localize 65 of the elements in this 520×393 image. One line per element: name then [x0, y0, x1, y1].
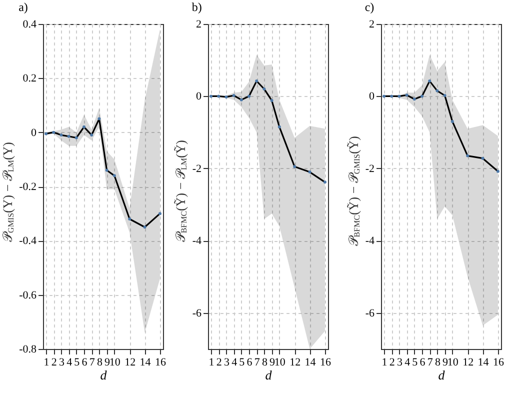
x-tick-label: 8: [262, 356, 268, 368]
y-tick-label: -6: [365, 307, 375, 320]
x-tick-label: 3: [58, 356, 65, 368]
x-tick-label: 1: [208, 356, 214, 368]
x-tick-label: 4: [404, 356, 411, 368]
line-series: [382, 80, 500, 173]
x-tick-label: 12: [462, 356, 474, 368]
x-tick-label: 14: [478, 356, 490, 368]
chart-title: c): [364, 0, 374, 14]
y-tick-label: -6: [192, 307, 202, 320]
x-tick-label: 4: [232, 356, 238, 368]
x-tick-label: 14: [304, 356, 316, 368]
x-tick-label: 10: [274, 356, 286, 368]
x-tick-label: 6: [82, 356, 88, 368]
y-tick-label: 0: [196, 90, 202, 103]
y-tick-label: -0.6: [19, 289, 37, 302]
chart-title: b): [192, 0, 202, 14]
x-tick-label: 2: [389, 356, 395, 368]
y-tick-label: 0.4: [22, 18, 37, 30]
x-tick-label: 16: [492, 356, 504, 368]
x-tick-label: 9: [104, 356, 111, 368]
x-tick-label: 9: [442, 356, 449, 368]
x-tick-label: 2: [216, 356, 222, 368]
y-tick-label: -2: [192, 162, 202, 175]
x-tick-label: 1: [44, 356, 50, 368]
line-series: [44, 117, 162, 229]
x-axis-title: d: [100, 368, 108, 382]
y-tick-label: -4: [192, 235, 202, 248]
x-tick-label: 5: [74, 356, 80, 368]
y-tick-label: -0.2: [19, 181, 36, 193]
x-tick-label: 7: [89, 356, 96, 368]
x-tick-label: 3: [224, 356, 230, 368]
x-tick-label: 2: [51, 356, 57, 368]
x-tick-label: 16: [320, 356, 332, 368]
x-tick-label: 6: [420, 356, 426, 368]
y-tick-label: -0.4: [19, 235, 37, 248]
y-tick-label: -2: [365, 162, 374, 175]
y-tick-label: 0: [31, 126, 37, 139]
x-tick-label: 12: [124, 356, 136, 368]
x-tick-label: 10: [447, 356, 459, 368]
line-series: [210, 80, 326, 184]
x-tick-label: 7: [254, 356, 260, 368]
x-tick-label: 5: [239, 356, 246, 368]
x-tick-label: 14: [140, 356, 152, 368]
y-tick-label: -4: [365, 235, 375, 248]
y-tick-label: -0.8: [19, 344, 37, 356]
x-tick-label: 6: [246, 356, 253, 368]
x-tick-label: 9: [270, 356, 276, 368]
x-tick-label: 1: [382, 356, 388, 368]
y-tick-label: 0: [369, 90, 375, 103]
y-tick-label: 2: [196, 18, 202, 30]
x-tick-label: 10: [109, 356, 121, 368]
x-tick-label: 7: [427, 356, 434, 368]
x-tick-label: 5: [412, 356, 418, 368]
y-tick-label: 2: [369, 18, 374, 30]
y-tick-label: 0.2: [22, 72, 36, 85]
x-tick-label: 8: [96, 356, 103, 368]
x-tick-label: 4: [66, 356, 73, 368]
chart-title: a): [18, 0, 28, 14]
x-tick-label: 8: [434, 356, 441, 368]
x-tick-label: 3: [396, 356, 403, 368]
x-axis-title: d: [265, 368, 272, 382]
x-tick-label: 12: [290, 356, 301, 368]
x-tick-label: 16: [154, 356, 166, 368]
x-axis-title: d: [438, 368, 446, 382]
